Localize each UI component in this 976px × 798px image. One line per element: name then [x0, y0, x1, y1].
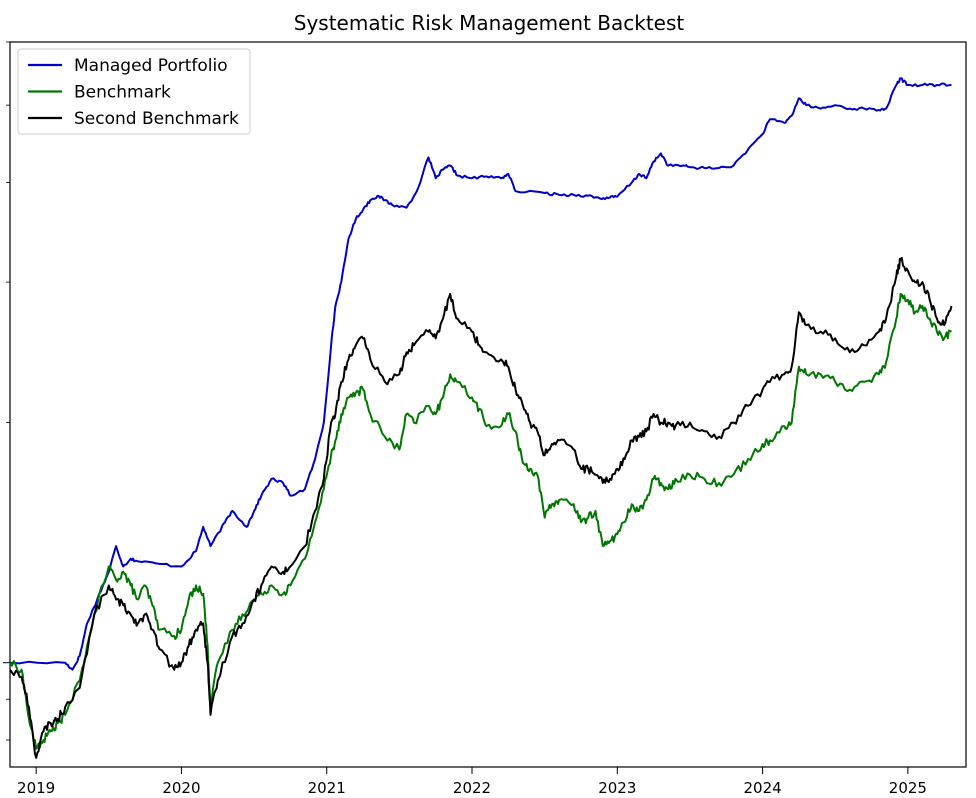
plot-area-frame — [9, 41, 967, 768]
legend-label: Managed Portfolio — [74, 56, 228, 76]
x-tick-label: 2025 — [889, 779, 927, 797]
legend-box — [17, 48, 251, 135]
y-axis-ticks — [3, 41, 10, 741]
x-tick-label: 2020 — [162, 779, 200, 797]
x-tick-label: 2023 — [598, 779, 636, 797]
legend: Managed Portfolio Benchmark Second Benchma… — [17, 48, 251, 135]
x-axis-ticks: 2019 2020 2021 2022 2023 2024 2025 — [17, 767, 927, 797]
chart-title: Systematic Risk Management Backtest — [294, 11, 685, 35]
x-tick-label: 2022 — [453, 779, 491, 797]
series-line-second-benchmark — [9, 257, 953, 759]
series-lines — [9, 77, 953, 759]
x-tick-label: 2019 — [17, 779, 55, 797]
legend-label: Second Benchmark — [74, 109, 239, 129]
series-line-benchmark — [9, 292, 952, 750]
x-tick-label: 2021 — [308, 779, 346, 797]
legend-label: Benchmark — [74, 83, 171, 103]
x-tick-label: 2024 — [744, 779, 782, 797]
series-line-managed-portfolio — [9, 77, 952, 671]
